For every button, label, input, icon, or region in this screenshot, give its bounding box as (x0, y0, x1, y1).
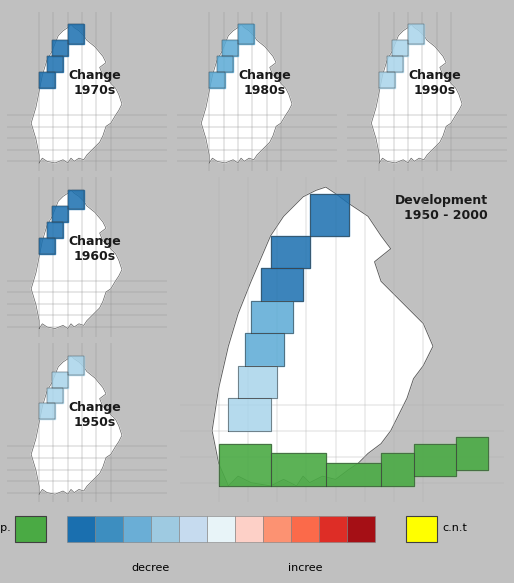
Polygon shape (309, 194, 348, 236)
Text: Development
1950 - 2000: Development 1950 - 2000 (395, 194, 488, 222)
Polygon shape (326, 463, 381, 486)
Polygon shape (31, 356, 122, 494)
Text: Change
1970s: Change 1970s (68, 69, 121, 97)
Bar (235, 515, 263, 542)
Polygon shape (270, 236, 309, 268)
Bar (123, 515, 151, 542)
Polygon shape (39, 238, 55, 254)
Polygon shape (68, 356, 84, 375)
Bar (67, 515, 95, 542)
Text: Change
1980s: Change 1980s (238, 69, 291, 97)
Polygon shape (31, 24, 122, 163)
Polygon shape (251, 301, 293, 333)
Polygon shape (379, 72, 395, 88)
Polygon shape (238, 24, 254, 44)
Text: Change
1950s: Change 1950s (68, 401, 121, 429)
Polygon shape (238, 366, 277, 398)
Polygon shape (408, 24, 424, 44)
Text: c.n.t: c.n.t (442, 524, 467, 533)
Bar (95, 515, 123, 542)
Polygon shape (228, 398, 270, 431)
Text: no pop.: no pop. (0, 524, 10, 533)
Polygon shape (456, 437, 488, 470)
Text: Change
1960s: Change 1960s (68, 235, 121, 263)
Polygon shape (371, 24, 462, 163)
Bar (263, 515, 291, 542)
Bar (347, 515, 375, 542)
Polygon shape (392, 40, 408, 56)
Polygon shape (68, 190, 84, 209)
Polygon shape (261, 268, 303, 301)
Polygon shape (201, 24, 292, 163)
Polygon shape (414, 444, 456, 476)
Polygon shape (217, 56, 233, 72)
Polygon shape (270, 454, 326, 486)
Polygon shape (52, 206, 68, 222)
Polygon shape (47, 56, 63, 72)
Polygon shape (52, 371, 68, 388)
Polygon shape (212, 187, 433, 486)
Polygon shape (47, 388, 63, 403)
Bar (207, 515, 235, 542)
Polygon shape (245, 333, 284, 366)
Bar (179, 515, 207, 542)
Polygon shape (387, 56, 403, 72)
Bar (319, 515, 347, 542)
Bar (151, 515, 179, 542)
Polygon shape (52, 40, 68, 56)
Polygon shape (47, 222, 63, 238)
Text: Change
1990s: Change 1990s (409, 69, 462, 97)
Polygon shape (381, 454, 414, 486)
Polygon shape (209, 72, 225, 88)
Polygon shape (39, 72, 55, 88)
Bar (406, 515, 437, 542)
Polygon shape (39, 403, 55, 419)
Polygon shape (31, 190, 122, 329)
Polygon shape (222, 40, 238, 56)
Bar (15, 515, 46, 542)
Polygon shape (68, 24, 84, 44)
Text: incree: incree (288, 563, 322, 573)
Text: decree: decree (132, 563, 170, 573)
Polygon shape (218, 444, 270, 486)
Bar (291, 515, 319, 542)
